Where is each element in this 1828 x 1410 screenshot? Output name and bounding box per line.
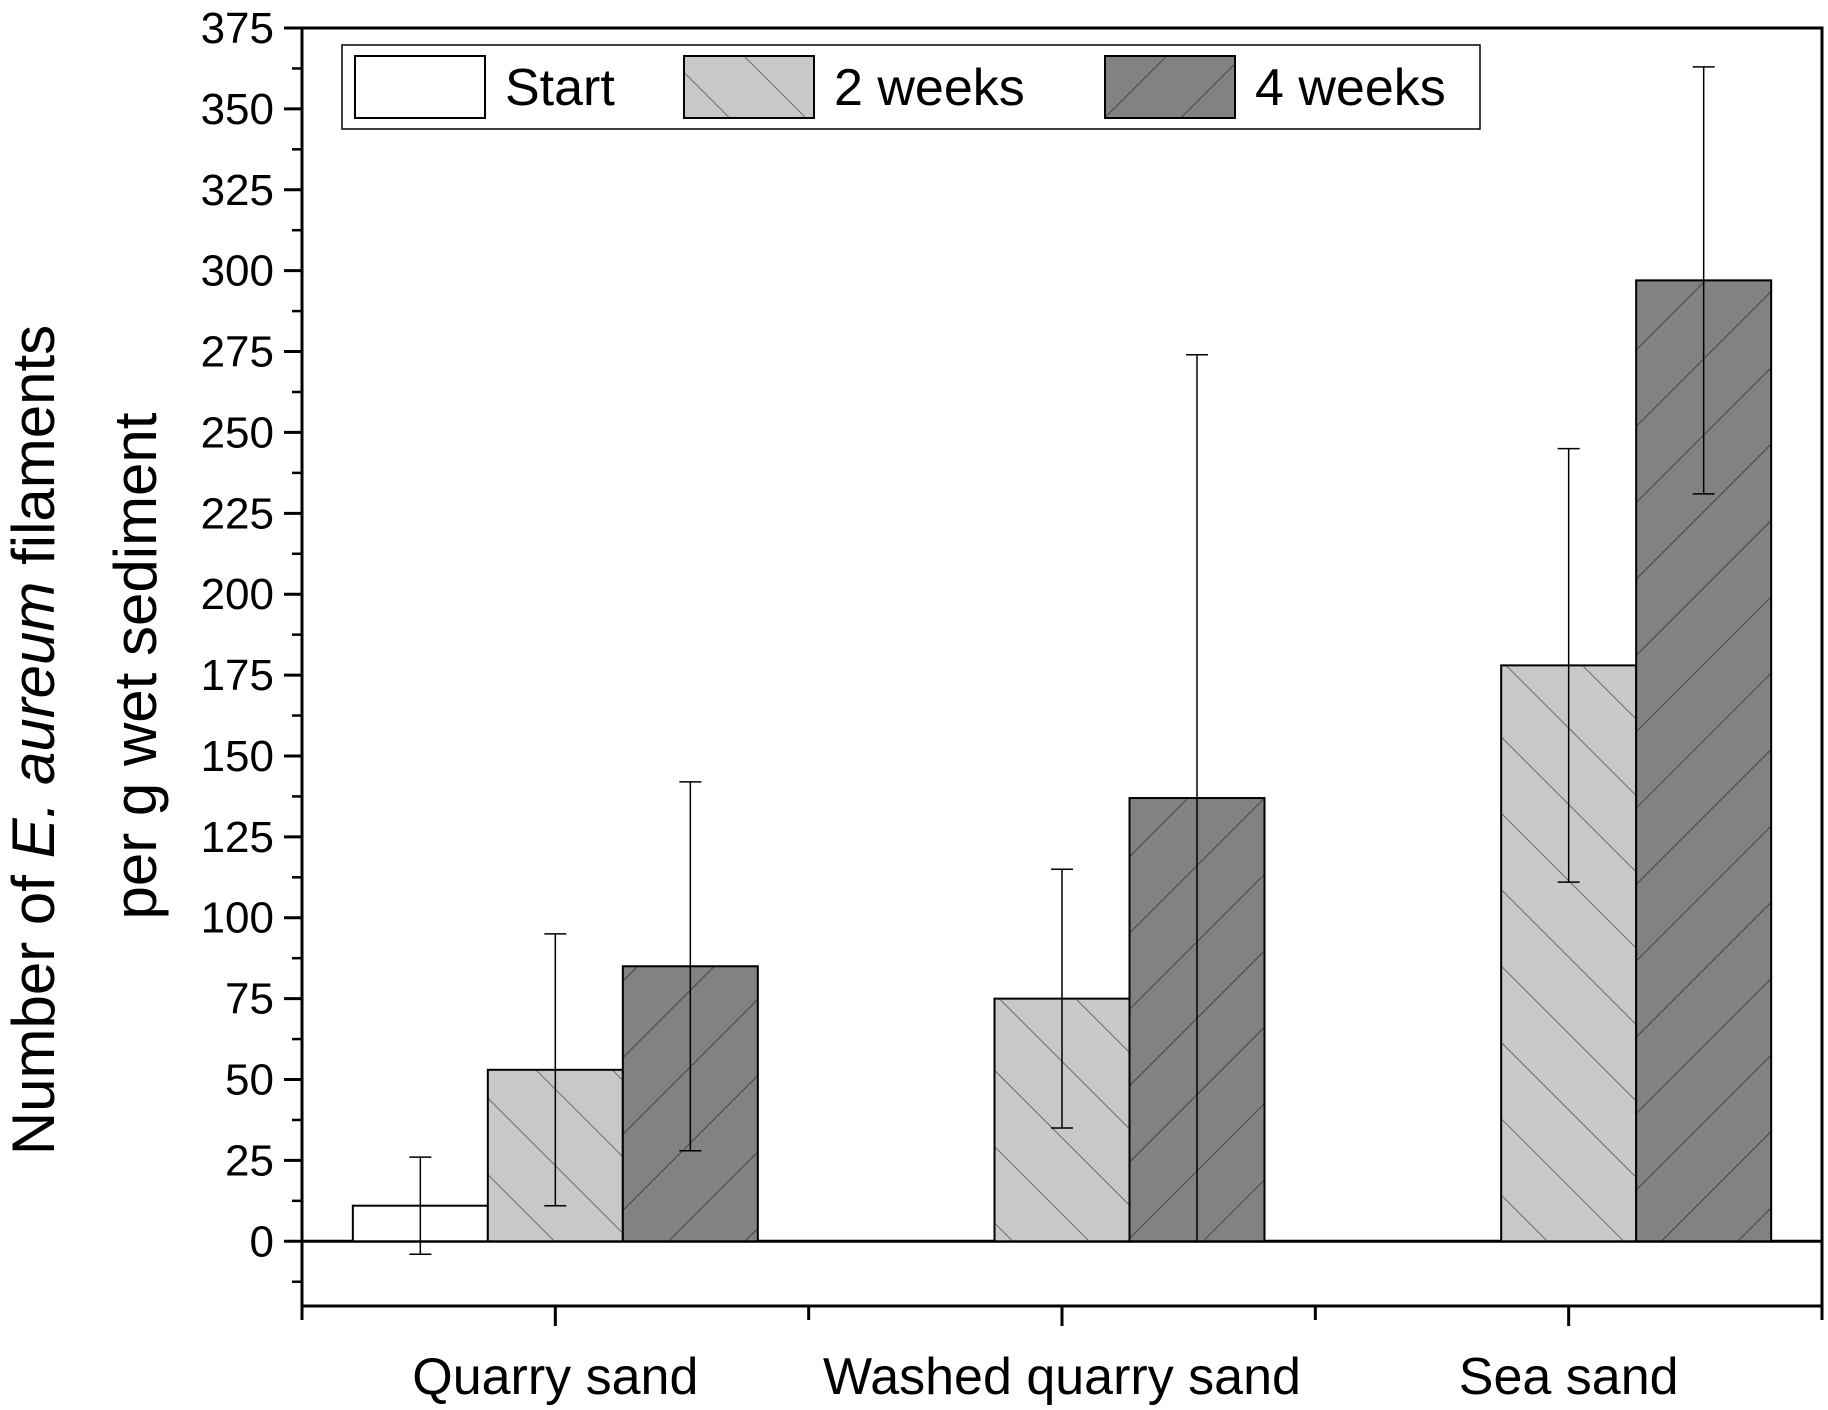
plot-area: 0 25 50 75 100 125 150 175 200 225 250 275 300 325 350… bbox=[201, 4, 1824, 1406]
legend-swatch-fill bbox=[355, 56, 485, 118]
legend-swatch-hatch bbox=[1105, 56, 1235, 118]
y-tick-label: 225 bbox=[201, 489, 274, 538]
y-tick-label: 25 bbox=[225, 1136, 274, 1185]
y-tick-label: 200 bbox=[201, 570, 274, 619]
y-axis-title-line1-post: filaments bbox=[0, 325, 67, 582]
y-tick-label: 375 bbox=[201, 4, 274, 53]
y-axis-title-line1: Number of E. aureum filaments bbox=[0, 325, 67, 1155]
y-axis-title-line2: per g wet sediment bbox=[102, 412, 169, 919]
y-tick-label: 275 bbox=[201, 328, 274, 377]
y-axis-title-line1-italic: E. aureum bbox=[0, 582, 67, 859]
legend: Start 2 weeks 4 weeks bbox=[341, 44, 1481, 130]
legend-box bbox=[341, 44, 1481, 130]
legend-label: 2 weeks bbox=[834, 59, 1025, 117]
legend-swatch bbox=[354, 55, 486, 119]
y-tick-label: 100 bbox=[201, 894, 274, 943]
y-tick-label: 175 bbox=[201, 651, 274, 700]
y-tick-label: 50 bbox=[225, 1056, 274, 1105]
x-category-label: Quarry sand bbox=[412, 1348, 698, 1406]
x-category-label: Sea sand bbox=[1459, 1348, 1679, 1406]
y-tick-label: 250 bbox=[201, 408, 274, 457]
legend-swatch bbox=[683, 55, 815, 119]
y-tick-label: 125 bbox=[201, 813, 274, 862]
y-axis-title: Number of E. aureum filaments per g wet … bbox=[0, 325, 169, 1155]
y-tick-label: 75 bbox=[225, 975, 274, 1024]
y-tick-label: 350 bbox=[201, 85, 274, 134]
legend-label: Start bbox=[505, 59, 615, 117]
y-tick-label: 300 bbox=[201, 247, 274, 296]
y-tick-label: 325 bbox=[201, 166, 274, 215]
y-tick-label: 150 bbox=[201, 732, 274, 781]
y-axis-title-line1-pre: Number of bbox=[0, 858, 67, 1155]
legend-swatch bbox=[1104, 55, 1236, 119]
y-tick-label: 0 bbox=[250, 1217, 274, 1266]
x-category-label: Washed quarry sand bbox=[823, 1348, 1301, 1406]
legend-swatch-hatch bbox=[684, 56, 814, 118]
legend-label: 4 weeks bbox=[1255, 59, 1446, 117]
